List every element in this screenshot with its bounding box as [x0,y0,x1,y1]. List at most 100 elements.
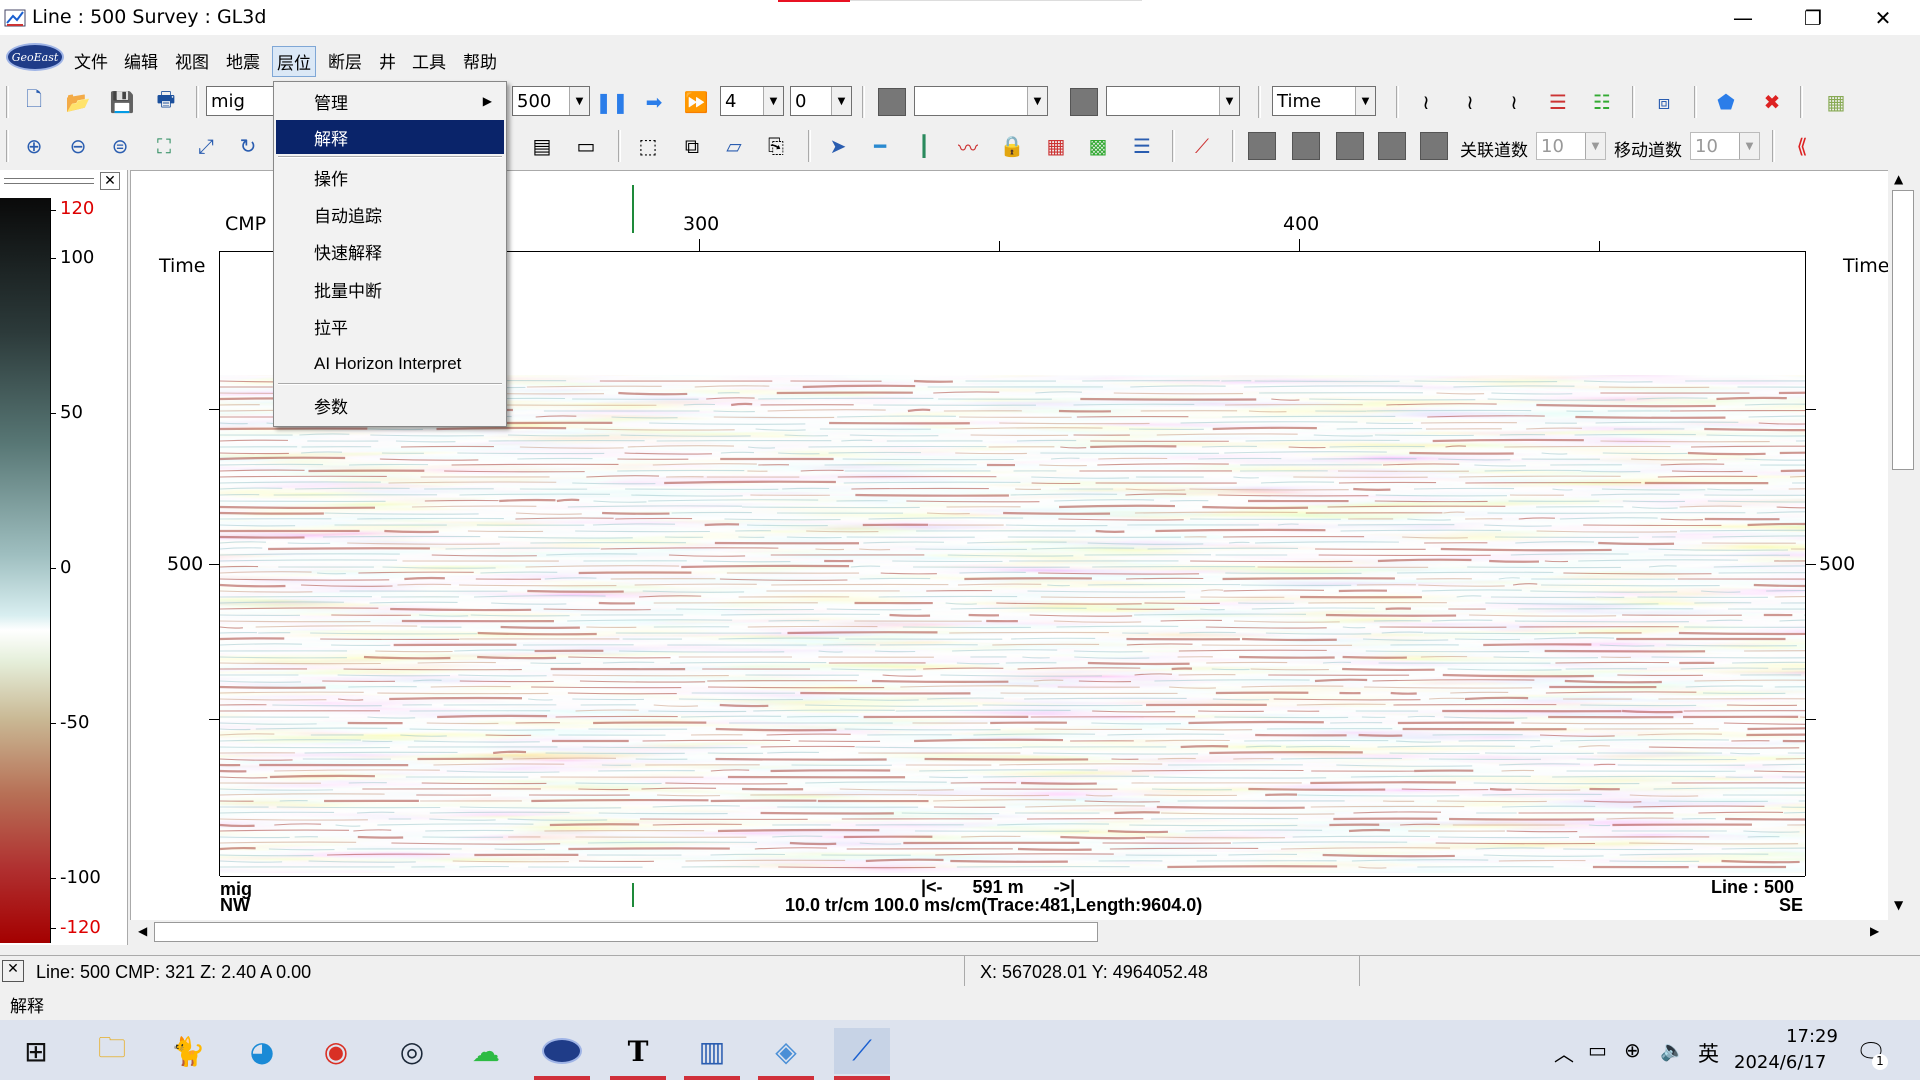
menu-item-batch-break[interactable]: 批量中断 [314,281,382,302]
gray-button-3[interactable] [1336,132,1364,160]
menu-seismic[interactable]: 地震 [226,53,260,73]
gray-button-5[interactable] [1420,132,1448,160]
pause-icon[interactable]: ❚❚ [595,90,629,114]
save-icon[interactable]: 💾 [109,90,135,114]
menu-tools[interactable]: 工具 [412,53,446,73]
cube-icon[interactable]: ▦ [1826,90,1846,114]
lock-icon[interactable]: 🔒 [999,134,1025,158]
pentagon-icon[interactable]: ⬟ [1717,90,1735,114]
display-mode-icon[interactable]: ☰ [1549,90,1567,114]
map-app-icon[interactable]: ◈ [758,1028,814,1080]
domain-select[interactable]: Time ▼ [1272,86,1376,116]
menu-item-quick-interpret[interactable]: 快速解释 [314,243,382,264]
attribute-select-2[interactable]: ▼ [1106,86,1240,116]
open-folder-icon[interactable]: 📂 [65,90,91,114]
print-icon[interactable]: 🖶 [156,87,176,111]
page-icon[interactable]: ▤ [532,134,552,158]
gray-button-2[interactable] [1292,132,1320,160]
pick-icon[interactable]: 〰 [958,135,978,160]
gray-button-4[interactable] [1378,132,1406,160]
menu-fault[interactable]: 断层 [328,53,362,73]
vertical-scrollbar[interactable]: ▲ ▼ [1888,170,1918,945]
menu-view[interactable]: 视图 [175,53,209,73]
ime-indicator[interactable]: 英 [1698,1042,1719,1066]
wiggle-fill-icon[interactable]: ≀ [1466,90,1474,114]
battery-icon[interactable]: ▭ [1588,1038,1607,1062]
vertical-scroll-thumb[interactable] [1892,190,1914,470]
chevron-left-icon[interactable]: ⟪ [1796,134,1808,158]
zoom-box-icon[interactable]: ⛶ [157,134,171,158]
edge-icon[interactable]: ◕ [249,1034,275,1068]
fullscreen-icon[interactable]: ⤢ [198,134,214,158]
zoom-out-icon[interactable]: ⊖ [69,134,87,158]
close-panel-icon[interactable]: ✕ [100,172,120,190]
attribute-select-1[interactable]: ▼ [914,86,1048,116]
gray-button-1[interactable] [1248,132,1276,160]
fast-forward-icon[interactable]: ⏩ [683,90,709,114]
grid-icon[interactable]: ▦ [1046,134,1066,158]
layer-icon[interactable]: ▱ [726,134,742,158]
network-icon[interactable]: ⊕ [1624,1038,1641,1062]
status-close-icon[interactable]: ✕ [2,960,24,982]
color-swatch-1[interactable] [878,88,906,116]
scroll-right-icon[interactable]: ▶ [1870,924,1880,938]
capture-icon[interactable]: ⬚ [638,134,658,158]
restore-button[interactable]: ❐ [1804,5,1822,30]
scroll-left-icon[interactable]: ◀ [138,924,148,938]
menu-edit[interactable]: 编辑 [124,53,158,73]
menu-help[interactable]: 帮助 [463,53,497,73]
copy-view-icon[interactable]: ⧉ [684,134,700,158]
windows-start-icon[interactable]: ⊞ [24,1034,48,1068]
menu-item-flatten[interactable]: 拉平 [314,318,348,339]
scroll-down-icon[interactable]: ▼ [1894,898,1904,912]
color-swatch-2[interactable] [1070,88,1098,116]
menu-well[interactable]: 井 [379,53,396,73]
export-icon[interactable]: ⎘ [768,134,784,158]
delete-cross-icon[interactable]: ✖ [1763,90,1781,114]
seismic-section[interactable] [220,253,1805,873]
menu-item-operate[interactable]: 操作 [314,169,348,190]
chrome-icon[interactable]: ◉ [323,1034,349,1068]
typora-icon[interactable]: T [610,1028,666,1080]
menu-item-ai-horizon[interactable]: AI Horizon Interpret [314,354,462,373]
seismic-app-icon[interactable]: ⟋ [834,1028,890,1080]
close-button[interactable]: ✕ [1874,5,1892,30]
layout-icon[interactable]: ⧈ [1657,90,1671,114]
scroll-up-icon[interactable]: ▲ [1894,172,1904,186]
steam-icon[interactable]: ◎ [399,1034,425,1068]
seismic-view[interactable]: CMP Time Time 300 400 500 500 [130,81,1906,945]
new-icon[interactable]: 🗋 [25,87,43,111]
tiles-icon[interactable]: ▩ [1088,134,1108,158]
menu-file[interactable]: 文件 [74,53,108,73]
show-hidden-icons[interactable]: ︿ [1554,1042,1574,1066]
line-select[interactable]: 500 ▼ [512,86,590,116]
minimize-button[interactable]: — [1733,5,1753,30]
horizontal-scrollbar[interactable]: ◀ ▶ [130,920,1888,946]
clock-date[interactable]: 2024/6/17 [1734,1052,1827,1073]
volume-icon[interactable]: 🔈 [1660,1038,1685,1062]
next-arrow-icon[interactable]: ➡ [645,90,663,114]
step-select[interactable]: 4 ▼ [720,86,784,116]
pointer-icon[interactable]: ➤ [829,134,847,158]
settings-list-icon[interactable]: ☰ [1133,134,1151,158]
zoom-in-icon[interactable]: ⊕ [25,134,43,158]
wechat-icon[interactable]: ☁ [472,1034,500,1068]
offset-select[interactable]: 0 ▼ [790,86,852,116]
zoom-fit-icon[interactable]: ⊜ [111,134,129,158]
clock-time[interactable]: 17:29 [1786,1026,1838,1047]
refresh-icon[interactable]: ↻ [239,134,257,158]
cat-app-icon[interactable]: 🐈 [170,1034,206,1068]
geoeast-taskbar-icon[interactable] [534,1028,590,1080]
menu-horizon[interactable]: 层位 [272,46,316,77]
move-traces-select[interactable]: 10 ▼ [1690,132,1760,160]
horizontal-scroll-thumb[interactable] [154,922,1098,942]
spectrum-icon[interactable]: ⟋ [1195,134,1209,158]
well-app-icon[interactable]: ▥ [684,1028,740,1080]
wiggle-icon[interactable]: ≀ [1422,90,1430,114]
menu-item-interpret[interactable]: 解释 [276,120,504,154]
assoc-traces-select[interactable]: 10 ▼ [1536,132,1606,160]
file-explorer-icon[interactable]: 🗀 [97,1031,126,1064]
wiggle-var-icon[interactable]: ≀ [1510,90,1518,114]
horizontal-line-icon[interactable]: ━ [873,134,887,158]
menu-item-parameters[interactable]: 参数 [314,397,348,418]
